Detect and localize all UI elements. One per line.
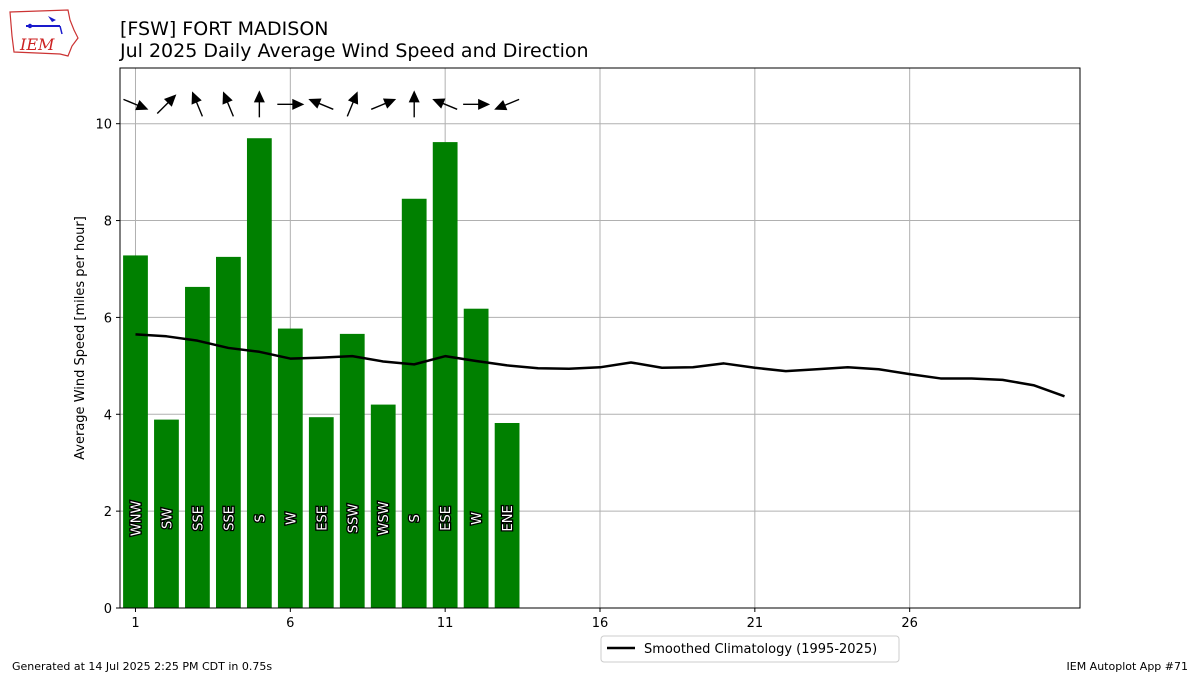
bar-day-4 [216, 256, 241, 608]
direction-label-day-2: SW [160, 508, 175, 529]
legend: Smoothed Climatology (1995-2025) [600, 635, 900, 663]
y-tick-label: 4 [104, 408, 112, 423]
legend-label: Smoothed Climatology (1995-2025) [644, 642, 877, 657]
bar-day-13 [494, 422, 520, 608]
wind-arrow-day-6 [277, 98, 305, 110]
direction-label-day-6: W [284, 512, 299, 525]
bar-day-2 [154, 419, 179, 608]
direction-label-day-3: SSE [191, 506, 206, 531]
bar-day-7 [308, 417, 334, 608]
logo-text: IEM [19, 35, 55, 54]
y-axis-label: Average Wind Speed [miles per hour] [73, 216, 88, 460]
climatology-series [135, 333, 1065, 398]
wind-arrow-day-12 [463, 98, 491, 110]
wind-arrow-day-10 [408, 90, 420, 118]
chart-subtitle: Jul 2025 Daily Average Wind Speed and Di… [120, 40, 589, 62]
direction-label-day-4: SSE [222, 506, 237, 531]
x-tick-label: 1 [131, 616, 139, 631]
direction-label-day-11: ESE [439, 506, 454, 531]
y-tick-label: 8 [104, 215, 112, 230]
wind-arrow-day-3 [191, 91, 204, 117]
direction-arrows [123, 90, 520, 118]
direction-label-day-1: WNW [129, 501, 144, 537]
direction-label-day-7: ESE [315, 506, 330, 531]
direction-label-day-5: S [253, 514, 268, 522]
y-tick-label: 2 [104, 505, 112, 520]
climatology-line [135, 333, 1065, 398]
legend-box [600, 635, 900, 663]
bar-day-8 [339, 333, 365, 608]
bar-day-6 [277, 328, 303, 608]
wind-arrow-day-5 [253, 90, 265, 118]
direction-label-day-10: S [408, 514, 423, 522]
y-tick-label: 0 [104, 602, 112, 617]
x-tick-label: 16 [592, 616, 609, 631]
footer-generated-text: Generated at 14 Jul 2025 2:25 PM CDT in … [12, 660, 273, 673]
wind-arrow-day-1 [123, 98, 149, 111]
footer-app-text: IEM Autoplot App #71 [1066, 660, 1189, 673]
bar-day-1 [123, 255, 148, 608]
bar-day-3 [185, 286, 210, 608]
bar-day-12 [463, 308, 489, 608]
direction-label-day-9: WSW [377, 501, 392, 535]
direction-labels: WNW SW SSE SSE S W ESE SSW WSW S ESE W ENE [128, 499, 517, 537]
bar-day-10 [401, 198, 427, 608]
wind-arrow-day-9 [370, 98, 397, 110]
direction-label-day-8: SSW [346, 504, 361, 534]
bar-day-9 [370, 404, 396, 608]
direction-label-day-13: ENE [501, 505, 516, 531]
bar-day-11 [432, 142, 458, 609]
wind-arrow-day-2 [156, 94, 177, 115]
iem-logo: IEM [9, 9, 79, 57]
chart-title: [FSW] FORT MADISON [120, 18, 329, 40]
wind-arrow-day-7 [308, 98, 334, 110]
direction-label-day-12: W [470, 512, 485, 525]
x-tick-label: 6 [286, 616, 294, 631]
wind-arrow-day-4 [222, 91, 235, 117]
x-tick-label: 21 [747, 616, 764, 631]
x-tick-label: 26 [901, 616, 918, 631]
x-tick-label: 11 [437, 616, 454, 631]
wind-arrow-day-13 [494, 98, 520, 111]
y-tick-label: 6 [104, 311, 112, 326]
y-tick-label: 10 [95, 118, 112, 133]
wind-arrow-day-8 [346, 91, 359, 117]
bar-day-5 [246, 138, 272, 608]
bars [123, 138, 520, 609]
wind-arrow-day-11 [432, 98, 458, 110]
